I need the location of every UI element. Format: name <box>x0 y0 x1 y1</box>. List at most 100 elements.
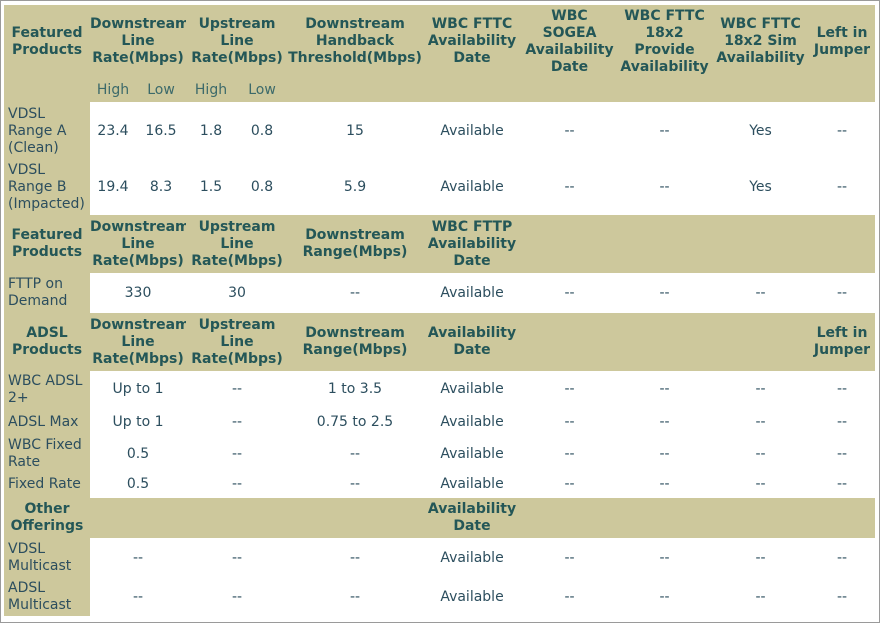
header-cell: Upstream Line Rate(Mbps) <box>186 313 288 371</box>
data-cell: -- <box>522 273 617 313</box>
products-table: Featured Products Downstream Line Rate(Mb… <box>4 5 875 616</box>
data-cell: -- <box>617 437 712 471</box>
header-cell <box>617 313 712 371</box>
product-name: VDSL Range A (Clean) <box>4 102 90 160</box>
data-cell: Up to 1 <box>90 371 186 408</box>
header-cell: Downstream Range(Mbps) <box>288 313 422 371</box>
header-cell: Upstream Line Rate(Mbps) <box>186 215 288 273</box>
header-cell <box>617 498 712 538</box>
header-cell: Downstream Handback Threshold(Mbps) <box>288 5 422 78</box>
data-cell: -- <box>712 578 809 616</box>
data-cell: 330 <box>90 273 186 313</box>
data-cell: -- <box>288 538 422 578</box>
header-cell <box>809 498 875 538</box>
data-cell: -- <box>288 471 422 498</box>
data-row: Fixed Rate 0.5 -- -- Available -- -- -- -- <box>4 471 875 498</box>
subheader-cell: Low <box>136 78 186 102</box>
data-cell: -- <box>186 578 288 616</box>
header-cell <box>617 215 712 273</box>
subheader-cell <box>288 78 422 102</box>
data-row: ADSL Multicast -- -- -- Available -- -- -- -- <box>4 578 875 616</box>
header-cell: Other Offerings <box>4 498 90 538</box>
data-cell: 1 to 3.5 <box>288 371 422 408</box>
data-cell: 0.5 <box>90 437 186 471</box>
data-cell: -- <box>617 578 712 616</box>
data-cell: -- <box>712 273 809 313</box>
header-cell <box>90 498 186 538</box>
header-cell: WBC FTTP Availability Date <box>422 215 522 273</box>
subheader-cell <box>422 78 522 102</box>
subheader-cell: High <box>186 78 236 102</box>
data-cell: -- <box>809 437 875 471</box>
data-cell: -- <box>90 578 186 616</box>
data-cell: Yes <box>712 160 809 215</box>
data-cell: -- <box>617 538 712 578</box>
header-cell: WBC FTTC Availability Date <box>422 5 522 78</box>
product-name: ADSL Multicast <box>4 578 90 616</box>
data-cell: -- <box>522 160 617 215</box>
data-cell: Available <box>422 471 522 498</box>
data-cell: -- <box>522 471 617 498</box>
header-row: Other Offerings Availability Date <box>4 498 875 538</box>
data-row: VDSL Multicast -- -- -- Available -- -- -- -- <box>4 538 875 578</box>
header-cell <box>288 498 422 538</box>
header-cell: Downstream Range(Mbps) <box>288 215 422 273</box>
header-cell <box>522 498 617 538</box>
subheader-cell <box>712 78 809 102</box>
data-cell: Available <box>422 408 522 437</box>
table-body: Featured Products Downstream Line Rate(Mb… <box>4 5 875 616</box>
product-name: Fixed Rate <box>4 471 90 498</box>
data-cell: 16.5 <box>136 102 186 160</box>
product-name: WBC Fixed Rate <box>4 437 90 471</box>
header-cell <box>522 215 617 273</box>
data-cell: -- <box>712 437 809 471</box>
data-cell: -- <box>522 408 617 437</box>
header-cell: ADSL Products <box>4 313 90 371</box>
data-cell: Up to 1 <box>90 408 186 437</box>
data-cell: -- <box>288 578 422 616</box>
data-cell: -- <box>809 538 875 578</box>
header-cell: Availability Date <box>422 498 522 538</box>
data-cell: -- <box>288 437 422 471</box>
data-cell: 8.3 <box>136 160 186 215</box>
data-cell: Yes <box>712 102 809 160</box>
data-cell: -- <box>809 408 875 437</box>
subheader-cell <box>522 78 617 102</box>
data-cell: -- <box>809 471 875 498</box>
subheader-cell: High <box>90 78 136 102</box>
data-cell: -- <box>617 408 712 437</box>
data-cell: -- <box>90 538 186 578</box>
data-cell: -- <box>522 437 617 471</box>
data-cell: -- <box>186 408 288 437</box>
product-name: VDSL Multicast <box>4 538 90 578</box>
product-name: VDSL Range B (Impacted) <box>4 160 90 215</box>
data-cell: 23.4 <box>90 102 136 160</box>
data-cell: 30 <box>186 273 288 313</box>
data-cell: Available <box>422 160 522 215</box>
data-cell: -- <box>288 273 422 313</box>
data-row: FTTP on Demand 330 30 -- Available -- -- -- -- <box>4 273 875 313</box>
subheader-cell <box>809 78 875 102</box>
data-cell: Available <box>422 102 522 160</box>
data-cell: -- <box>809 578 875 616</box>
header-cell: WBC SOGEA Availability Date <box>522 5 617 78</box>
header-cell: Featured Products <box>4 215 90 273</box>
data-cell: -- <box>522 578 617 616</box>
header-cell <box>186 498 288 538</box>
header-cell <box>712 313 809 371</box>
data-cell: 0.5 <box>90 471 186 498</box>
data-cell: 1.5 <box>186 160 236 215</box>
header-cell: Upstream Line Rate(Mbps) <box>186 5 288 78</box>
product-name: FTTP on Demand <box>4 273 90 313</box>
subheader-cell <box>617 78 712 102</box>
header-cell <box>712 498 809 538</box>
data-cell: -- <box>617 471 712 498</box>
header-cell <box>809 215 875 273</box>
header-row: Featured Products Downstream Line Rate(Mb… <box>4 215 875 273</box>
header-cell: WBC FTTC 18x2 Sim Availability <box>712 5 809 78</box>
data-cell: -- <box>809 102 875 160</box>
header-cell: Downstream Line Rate(Mbps) <box>90 215 186 273</box>
